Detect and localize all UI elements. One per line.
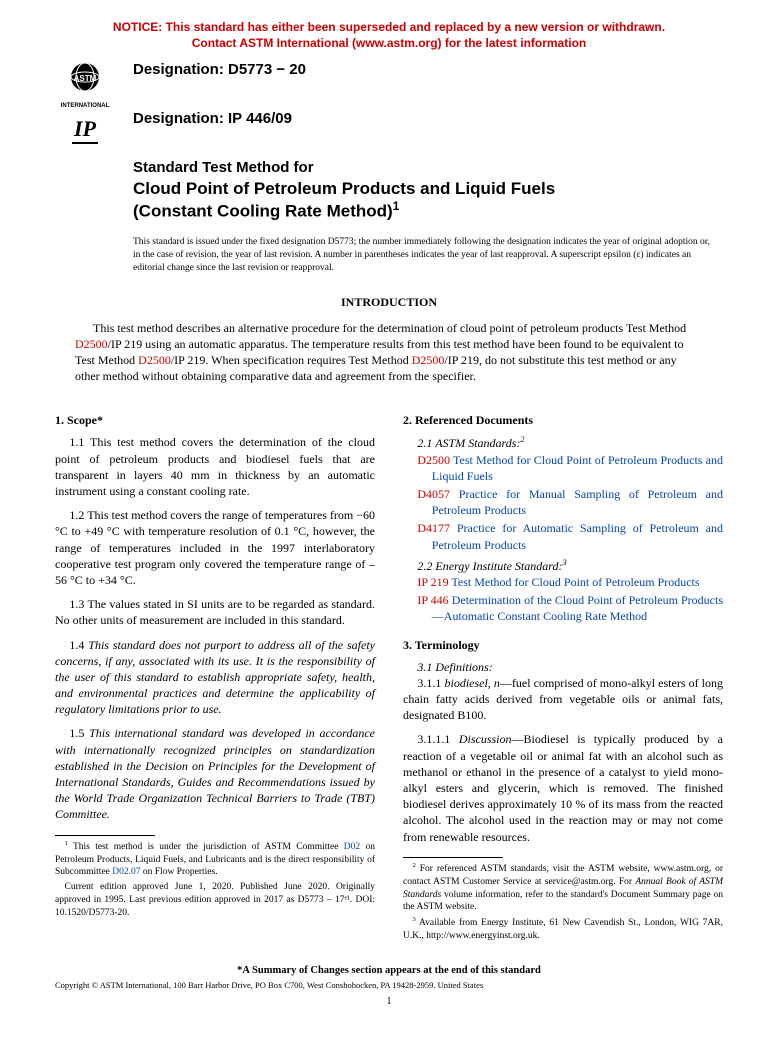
link-d02[interactable]: D02 [344, 842, 360, 852]
page: NOTICE: This standard has either been su… [0, 0, 778, 1027]
designation-note: This standard is issued under the fixed … [133, 236, 723, 274]
refdocs-heading: 2. Referenced Documents [403, 412, 723, 428]
footnote-rule-right [403, 857, 503, 858]
title-line2: Cloud Point of Petroleum Products and Li… [133, 178, 723, 199]
scope-1.5: 1.5 This international standard was deve… [55, 725, 375, 822]
ref-d4057[interactable]: D4057 Practice for Manual Sampling of Pe… [417, 486, 723, 518]
term-biodiesel: 3.1.1 biodiesel, n—fuel comprised of mon… [403, 675, 723, 724]
notice-banner: NOTICE: This standard has either been su… [55, 20, 723, 51]
link-d2500[interactable]: D2500 [138, 353, 171, 367]
logo-column: ASTM INTERNATIONAL IP [55, 61, 115, 145]
page-number: 1 [55, 996, 723, 1007]
ref-d2500[interactable]: D2500 Test Method for Cloud Point of Pet… [417, 452, 723, 484]
definitions-head: 3.1 Definitions: [403, 659, 723, 675]
title-line3: (Constant Cooling Rate Method)1 [133, 199, 723, 222]
astm-logo: ASTM INTERNATIONAL [59, 61, 111, 109]
scope-heading: 1. Scope* [55, 412, 375, 428]
intro-body: This test method describes an alternativ… [55, 320, 723, 385]
ei-standards-head: 2.2 Energy Institute Standard:3 [403, 557, 723, 574]
left-column: 1. Scope* 1.1 This test method covers th… [55, 412, 375, 945]
title-line1: Standard Test Method for [133, 159, 723, 178]
link-d2500[interactable]: D2500 [75, 337, 108, 351]
term-discussion: 3.1.1.1 Discussion—Biodiesel is typicall… [403, 731, 723, 844]
ip-logo: IP [59, 115, 111, 145]
scope-1.3: 1.3 The values stated in SI units are to… [55, 596, 375, 628]
terminology-heading: 3. Terminology [403, 637, 723, 653]
intro-heading: INTRODUCTION [55, 295, 723, 310]
scope-1.4: 1.4 This standard does not purport to ad… [55, 637, 375, 718]
link-d02-07[interactable]: D02.07 [112, 867, 140, 877]
notice-line2: Contact ASTM International (www.astm.org… [192, 36, 586, 50]
notice-line1: NOTICE: This standard has either been su… [113, 20, 665, 34]
designation-1: Designation: D5773 − 20 [133, 61, 723, 78]
astm-logo-icon: ASTM [59, 61, 111, 99]
right-column: 2. Referenced Documents 2.1 ASTM Standar… [403, 412, 723, 945]
scope-1.1: 1.1 This test method covers the determin… [55, 434, 375, 499]
ref-d4177[interactable]: D4177 Practice for Automatic Sampling of… [417, 520, 723, 552]
summary-note: *A Summary of Changes section appears at… [55, 965, 723, 976]
footnotes-right: 2 For referenced ASTM standards, visit t… [403, 862, 723, 943]
two-column-body: 1. Scope* 1.1 This test method covers th… [55, 412, 723, 945]
ref-ip446[interactable]: IP 446 Determination of the Cloud Point … [417, 592, 723, 624]
astm-label: INTERNATIONAL [59, 103, 111, 109]
link-d2500[interactable]: D2500 [412, 353, 445, 367]
svg-text:ASTM: ASTM [74, 74, 97, 83]
designation-2: Designation: IP 446/09 [133, 110, 723, 127]
header-row: ASTM INTERNATIONAL IP Designation: D5773… [55, 61, 723, 274]
copyright: Copyright © ASTM International, 100 Barr… [55, 980, 723, 990]
scope-1.2: 1.2 This test method covers the range of… [55, 507, 375, 588]
designation-block: Designation: D5773 − 20 Designation: IP … [133, 61, 723, 274]
ref-ip219[interactable]: IP 219 Test Method for Cloud Point of Pe… [417, 574, 723, 590]
title-block: Standard Test Method for Cloud Point of … [133, 159, 723, 222]
footnote-rule-left [55, 835, 155, 836]
astm-standards-head: 2.1 ASTM Standards:2 [403, 434, 723, 451]
footnotes-left: 1 This test method is under the jurisdic… [55, 840, 375, 920]
